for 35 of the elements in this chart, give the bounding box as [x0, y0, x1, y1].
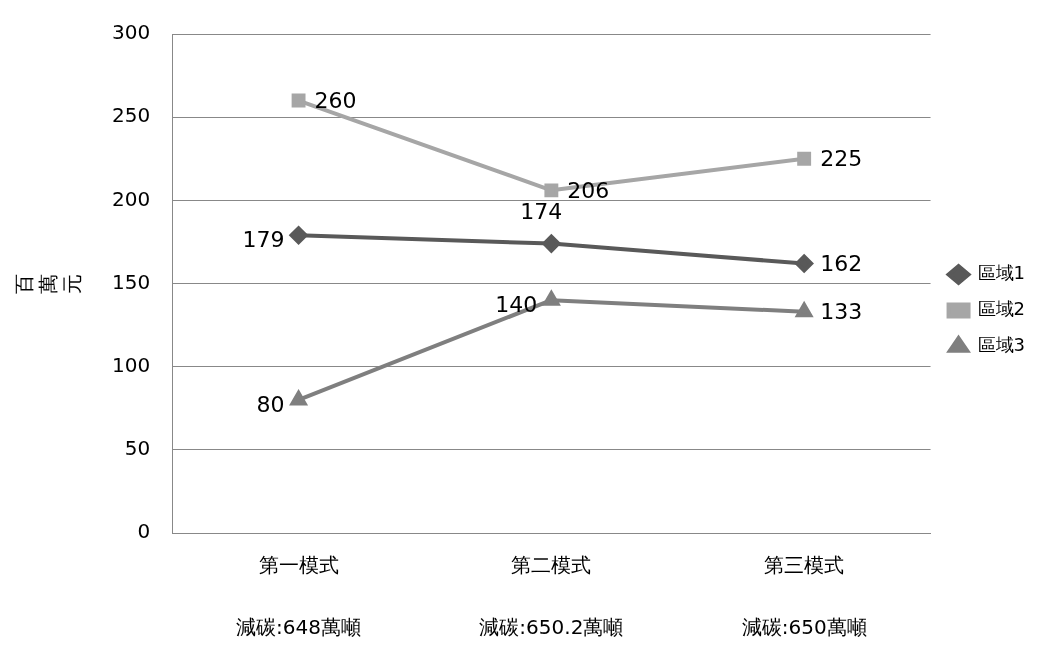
- legend-label: 區域3: [977, 334, 1025, 356]
- y-tick-label: 200: [111, 186, 151, 211]
- data-label: 260: [314, 88, 357, 114]
- legend-label: 區域1: [977, 262, 1025, 284]
- text: 減碳:650.2萬噸: [479, 615, 624, 640]
- data-label: 140: [495, 291, 538, 317]
- y-tick-label: 150: [111, 269, 151, 294]
- point: [543, 291, 560, 306]
- point: [544, 183, 559, 198]
- y-tick-label: 250: [111, 103, 151, 128]
- point: [542, 234, 561, 253]
- point: [290, 390, 307, 406]
- legend-label: 區域2: [977, 298, 1025, 320]
- point: [795, 254, 814, 273]
- y-tick-label: 0: [137, 519, 151, 544]
- data-label: 174: [520, 199, 563, 225]
- data-label: 80: [256, 391, 285, 417]
- point: [291, 93, 306, 108]
- point: [796, 302, 813, 318]
- x-tick-label: 第二模式: [511, 553, 592, 578]
- y-tick-label: 300: [111, 20, 151, 45]
- data-label: 133: [820, 299, 863, 325]
- point: [797, 151, 812, 166]
- data-label: 162: [820, 251, 863, 277]
- data-label: 179: [242, 226, 285, 252]
- y-axis-title: 百萬元: [12, 273, 85, 294]
- point: [289, 226, 308, 245]
- data-label: 206: [567, 178, 610, 204]
- y-tick-label: 100: [111, 352, 151, 377]
- text: 減碳:650萬噸: [741, 615, 867, 640]
- text: 減碳:648萬噸: [236, 615, 362, 640]
- x-tick-label: 第三模式: [764, 553, 845, 578]
- x-tick-label: 第一模式: [258, 553, 339, 578]
- y-tick-label: 50: [124, 436, 151, 461]
- data-label: 225: [820, 146, 863, 172]
